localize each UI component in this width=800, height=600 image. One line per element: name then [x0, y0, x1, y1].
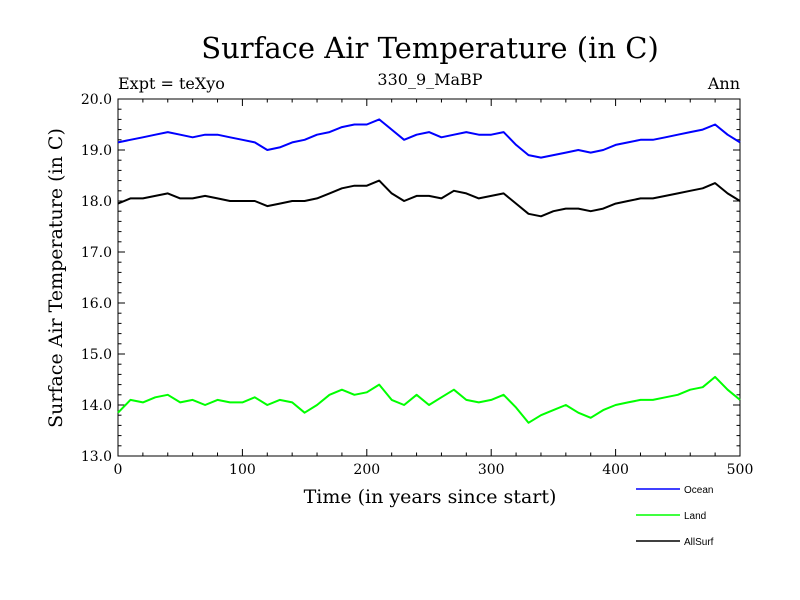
series-line-allsurf — [117, 179, 741, 218]
season-label: Ann — [707, 74, 740, 93]
y-tick-label: 15.0 — [81, 347, 112, 363]
x-tick-label: 400 — [602, 462, 629, 478]
x-tick-label: 500 — [727, 462, 754, 478]
y-tick-label: 16.0 — [81, 296, 112, 312]
legend-label-land: Land — [684, 511, 706, 522]
y-axis-label: Surface Air Temperature (in C) — [45, 128, 67, 428]
legend: Ocean Land AllSurf — [636, 485, 714, 548]
series-lines — [117, 118, 741, 424]
experiment-label: Expt = teXyo — [118, 74, 225, 93]
x-tick-label: 100 — [229, 462, 256, 478]
x-axis-label: Time (in years since start) — [304, 486, 557, 508]
y-tick-label: 13.0 — [81, 449, 112, 465]
chart-title: Surface Air Temperature (in C) — [201, 31, 659, 65]
y-tick-label: 19.0 — [81, 143, 112, 159]
x-tick-label: 200 — [353, 462, 380, 478]
series-line-land — [117, 375, 741, 424]
x-tick-label: 0 — [114, 462, 123, 478]
y-tick-label: 17.0 — [81, 245, 112, 261]
y-tick-label: 14.0 — [81, 398, 112, 414]
axis-ticks: 0 100 200 300 400 500 13.0 14.0 15.0 16.0 17.0 18.0… — [81, 92, 754, 478]
series-line-ocean — [117, 118, 741, 159]
plot-frame — [117, 98, 741, 457]
period-label: 330_9_MaBP — [377, 70, 482, 89]
legend-label-ocean: Ocean — [684, 485, 713, 496]
legend-label-allsurf: AllSurf — [684, 537, 714, 548]
y-tick-label: 20.0 — [81, 92, 112, 108]
y-tick-label: 18.0 — [81, 194, 112, 210]
x-tick-label: 300 — [478, 462, 505, 478]
